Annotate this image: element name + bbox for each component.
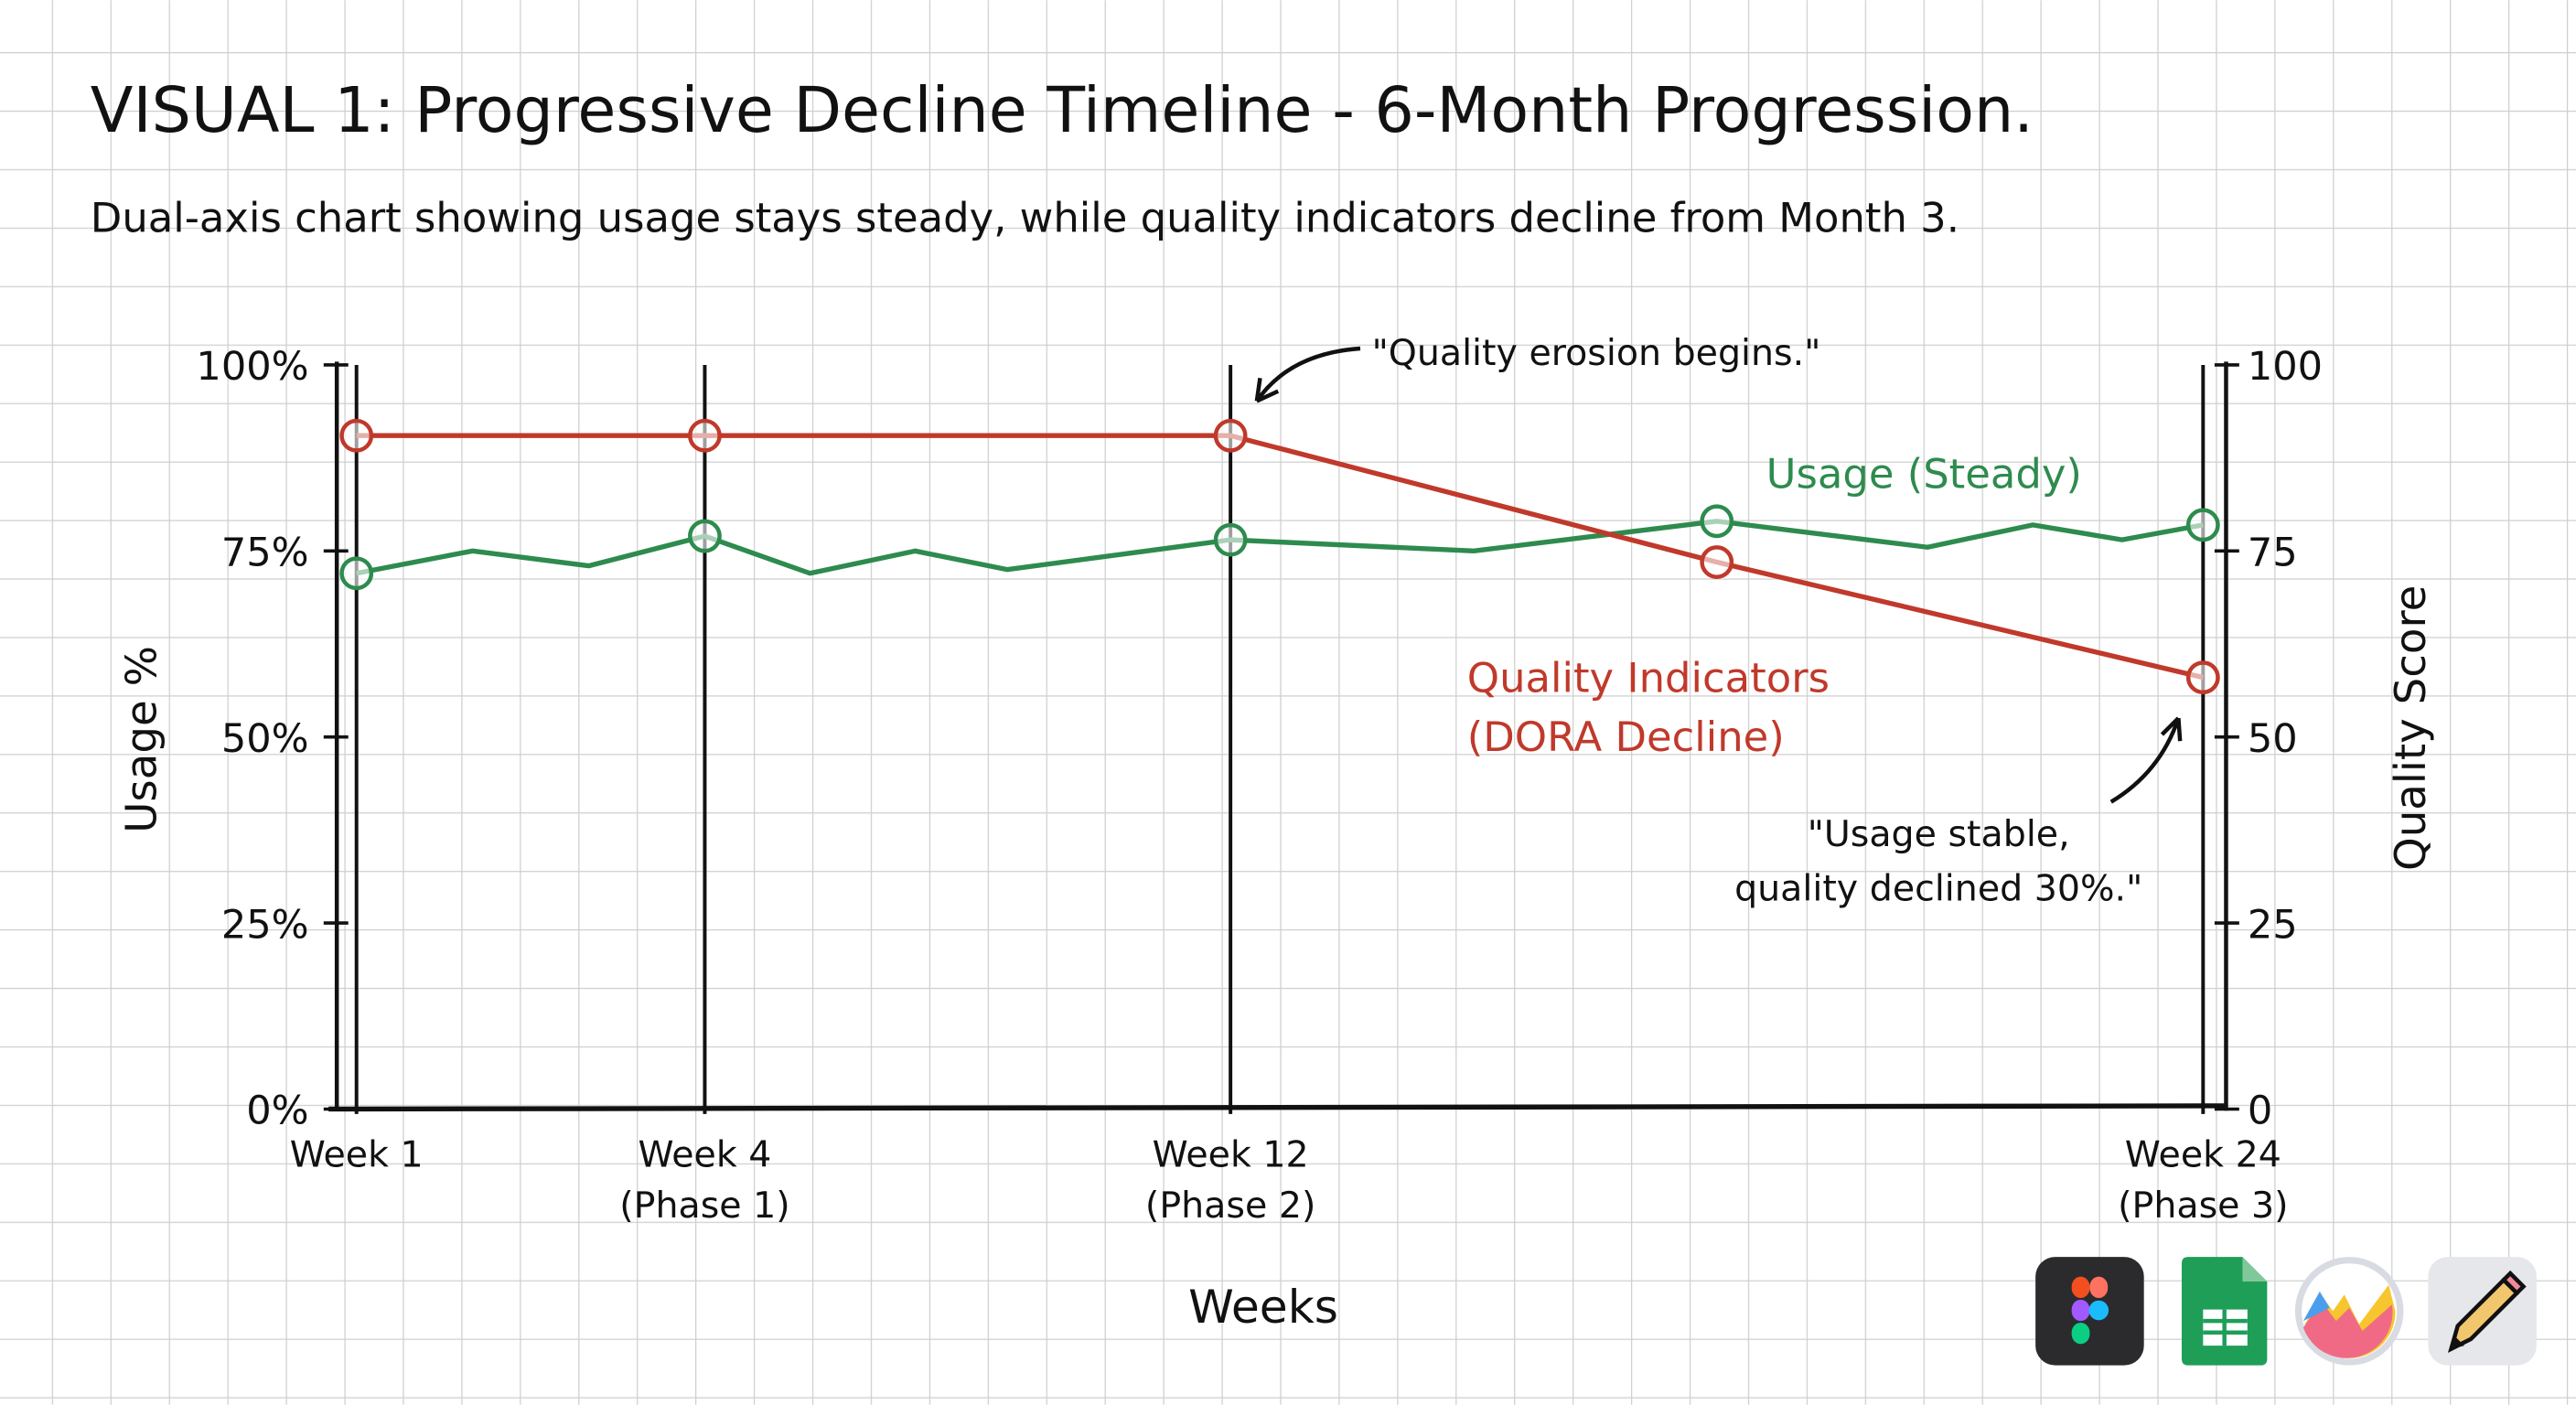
series-line-usage	[356, 519, 2204, 576]
chart-subtitle: Dual-axis chart showing usage stays stea…	[91, 193, 1959, 241]
left-y-tick-label: 50%	[221, 716, 309, 762]
annotation-erosion: "Quality erosion begins."	[1372, 332, 1821, 374]
figma-icon[interactable]	[2035, 1257, 2144, 1366]
x-tick-sublabel: (Phase 2)	[1145, 1185, 1315, 1227]
chart-app-icon[interactable]	[2294, 1257, 2404, 1366]
legend-usage: Usage (Steady)	[1766, 450, 2082, 499]
annotation-stable-line2: quality declined 30%."	[1734, 867, 2142, 909]
annotation-stable-arrow	[2109, 716, 2183, 804]
right-axis-label: Quality Score	[2387, 585, 2436, 871]
right-y-tick-label: 0	[2248, 1089, 2272, 1134]
x-tick-sublabel: (Phase 1)	[619, 1185, 789, 1227]
x-axis-label: Weeks	[1188, 1280, 1338, 1334]
right-y-tick-label: 75	[2248, 530, 2298, 575]
data-point-usage	[339, 556, 374, 591]
legend-quality-line1: Quality Indicators	[1467, 653, 1830, 702]
x-tick-label: Week 24	[2125, 1133, 2281, 1175]
left-y-tick-label: 25%	[221, 902, 309, 948]
right-y-tick-label: 50	[2248, 716, 2298, 762]
right-y-tick-label: 25	[2248, 902, 2298, 948]
x-axis-line	[328, 1103, 2227, 1112]
x-tick-label: Week 12	[1153, 1133, 1309, 1175]
data-point-quality	[1700, 545, 1734, 579]
left-y-tick-label: 0%	[246, 1089, 308, 1134]
data-point-quality	[688, 418, 722, 453]
left-y-tick-label: 75%	[221, 530, 309, 575]
legend-quality-line2: (DORA Decline)	[1467, 713, 1785, 761]
x-tick-label: Week 4	[638, 1133, 771, 1175]
x-tick-label: Week 1	[290, 1133, 424, 1175]
data-point-usage	[2185, 508, 2220, 542]
data-point-usage	[1213, 522, 1248, 557]
annotation-stable-line1: "Usage stable,	[1808, 813, 2070, 855]
chart-title: VISUAL 1: Progressive Decline Timeline -…	[91, 75, 2034, 147]
right-y-tick-label: 100	[2248, 344, 2323, 390]
annotation-erosion-arrow	[1254, 346, 1361, 403]
data-point-usage	[688, 519, 722, 553]
data-point-quality	[339, 418, 374, 453]
left-y-tick-label: 100%	[196, 344, 308, 390]
google-sheets-icon[interactable]	[2181, 1257, 2268, 1366]
data-point-quality	[2185, 660, 2220, 695]
pencil-app-icon[interactable]	[2428, 1257, 2537, 1366]
left-axis-label: Usage %	[118, 646, 167, 833]
data-point-quality	[1213, 418, 1248, 453]
x-tick-sublabel: (Phase 3)	[2118, 1185, 2288, 1227]
data-point-usage	[1700, 504, 1734, 539]
